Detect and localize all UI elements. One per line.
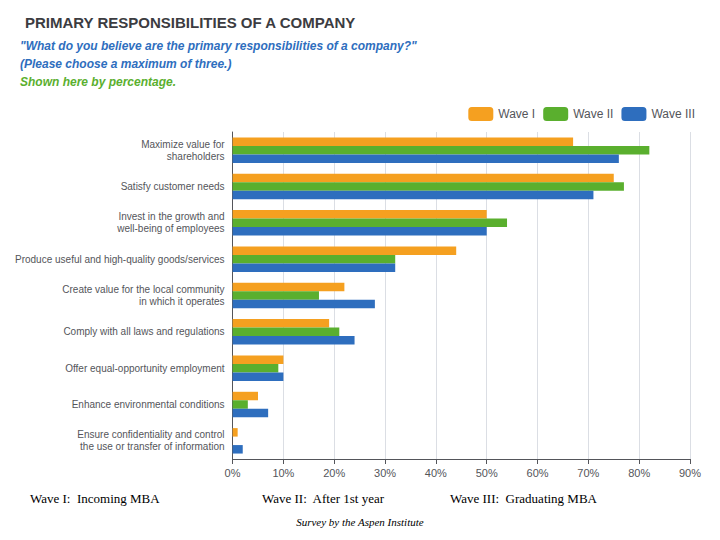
svg-text:Invest in the growth and: Invest in the growth and <box>118 211 224 222</box>
svg-text:40%: 40% <box>425 467 447 479</box>
svg-text:80%: 80% <box>628 467 650 479</box>
svg-text:Produce useful and high-qualit: Produce useful and high-quality goods/se… <box>15 254 225 265</box>
svg-text:well-being of employees: well-being of employees <box>116 223 224 234</box>
svg-text:Wave II: Wave II <box>573 107 613 121</box>
svg-text:in which it operates: in which it operates <box>139 296 225 307</box>
svg-text:Enhance environmental conditio: Enhance environmental conditions <box>72 399 225 410</box>
svg-text:Comply with all laws and regul: Comply with all laws and regulations <box>63 326 224 337</box>
svg-text:60%: 60% <box>527 467 549 479</box>
svg-text:Wave II: After 1st year: Wave II: After 1st year <box>262 491 385 506</box>
svg-text:Satisfy customer needs: Satisfy customer needs <box>121 181 225 192</box>
svg-text:(Please choose a maximum of th: (Please choose a maximum of three.) <box>20 57 231 71</box>
svg-text:30%: 30% <box>374 467 396 479</box>
svg-text:the use or transfer of informa: the use or transfer of information <box>80 441 225 452</box>
svg-text:Wave I: Incoming MBA: Wave I: Incoming MBA <box>30 491 160 506</box>
svg-text:Shown here by percentage.: Shown here by percentage. <box>20 75 176 89</box>
svg-text:PRIMARY RESPONSIBILITIES OF A: PRIMARY RESPONSIBILITIES OF A COMPANY <box>25 14 355 31</box>
svg-text:Wave I: Wave I <box>498 107 535 121</box>
svg-text:50%: 50% <box>476 467 498 479</box>
svg-text:10%: 10% <box>272 467 294 479</box>
svg-text:0%: 0% <box>225 467 241 479</box>
svg-text:Ensure confidentiality and con: Ensure confidentiality and control <box>77 429 224 440</box>
svg-text:Survey by the Aspen Institute: Survey by the Aspen Institute <box>296 516 424 528</box>
svg-text:shareholders: shareholders <box>167 151 225 162</box>
svg-text:Wave III: Graduating MBA: Wave III: Graduating MBA <box>450 491 598 506</box>
svg-text:90%: 90% <box>679 467 701 479</box>
svg-text:"What do you believe are the p: "What do you believe are the primary res… <box>20 39 417 53</box>
svg-text:Maximize value for: Maximize value for <box>141 139 225 150</box>
svg-text:Create value for the local com: Create value for the local community <box>62 284 224 295</box>
svg-text:70%: 70% <box>577 467 599 479</box>
svg-text:Offer equal-opportunity employ: Offer equal-opportunity employment <box>65 363 225 374</box>
svg-text:Wave III: Wave III <box>651 107 695 121</box>
svg-text:20%: 20% <box>323 467 345 479</box>
